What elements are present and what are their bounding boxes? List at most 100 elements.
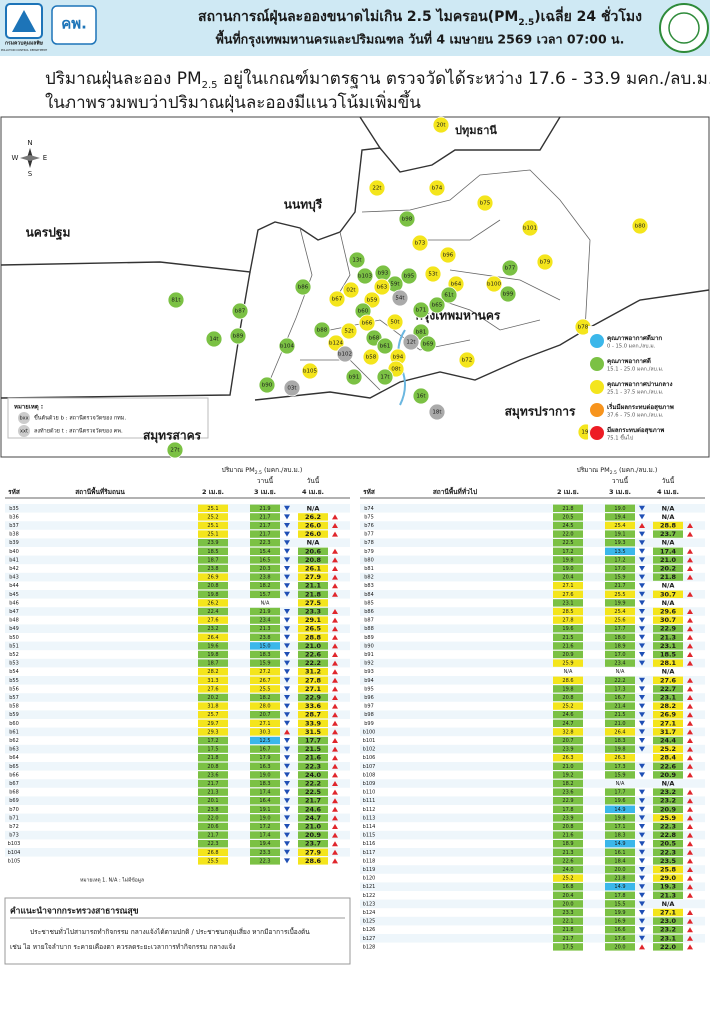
- value-text: 27.1: [259, 721, 270, 727]
- value-text: 31.3: [207, 678, 218, 684]
- value-cell: [553, 513, 583, 521]
- value-text: 33.9: [305, 719, 322, 727]
- value-cell: [553, 650, 583, 659]
- station-label: b89: [233, 334, 244, 340]
- trend-arrow: [284, 806, 290, 812]
- row-band: [360, 710, 705, 719]
- logo-shape: [12, 10, 36, 32]
- value-cell: [553, 659, 583, 667]
- value-cell: [653, 659, 683, 667]
- province-border: [359, 116, 381, 149]
- station-marker: [229, 327, 247, 345]
- value-text: 25.4: [614, 523, 625, 529]
- value-cell: [605, 805, 635, 813]
- value-cell: [605, 547, 635, 555]
- trend-arrow: [284, 729, 290, 735]
- value-cell: [250, 814, 280, 822]
- value-text: 22.2: [614, 678, 625, 684]
- value-cell: [605, 711, 635, 719]
- row-band: [360, 693, 705, 702]
- value-cell: [653, 625, 683, 633]
- row-band: [360, 572, 705, 582]
- trend-arrow: [639, 652, 645, 657]
- station-marker: [428, 403, 446, 421]
- value-cell: [250, 685, 280, 693]
- row-band: [360, 555, 705, 565]
- station-marker: [328, 290, 346, 308]
- station-code: b40: [9, 549, 19, 555]
- value-cell: [198, 642, 228, 650]
- trend-arrow: [284, 798, 290, 804]
- station-label: 18t: [432, 410, 442, 416]
- value-cell: [250, 573, 280, 581]
- value-cell: [553, 745, 583, 753]
- legend-range: 0 - 15.0 มคก./ลบ.ม.: [607, 344, 656, 350]
- station-code: b60: [9, 721, 19, 727]
- value-text: 30.3: [259, 729, 270, 735]
- value-text: 27.8: [305, 676, 322, 684]
- value-text: 23.0: [660, 917, 677, 925]
- station-code: b108: [363, 772, 376, 778]
- station-label: b68: [369, 336, 380, 342]
- station-code: b92: [364, 661, 374, 667]
- value-cell: [653, 547, 683, 555]
- value-text: 22.3: [259, 540, 270, 546]
- value-text: 25.7: [207, 712, 218, 718]
- legend-label: คุณภาพอากาศดี: [607, 357, 651, 365]
- station-code: b42: [9, 566, 19, 572]
- value-text: 19.8: [207, 592, 218, 598]
- value-cell: [605, 908, 635, 917]
- trend-arrow: [687, 772, 693, 778]
- title-subscript: 2.5: [518, 18, 534, 28]
- value-cell: [250, 762, 280, 770]
- value-text: N/A: [662, 900, 675, 908]
- station-code: b71: [9, 815, 19, 821]
- value-text: 30.7: [660, 616, 676, 624]
- value-text: 22.6: [562, 858, 573, 864]
- table-header: วันนี้: [662, 476, 675, 485]
- value-cell: [250, 616, 280, 624]
- value-text: 19.8: [614, 815, 625, 821]
- station-label: b74: [432, 186, 443, 192]
- value-text: 24.6: [562, 712, 573, 718]
- station-label: b105: [303, 369, 317, 375]
- summary-subscript: 2.5: [202, 80, 218, 91]
- value-text: 15.0: [259, 643, 270, 649]
- station-code: b101: [363, 738, 376, 744]
- trend-arrow: [639, 832, 645, 838]
- value-text: 19.2: [562, 772, 573, 778]
- value-text: 20.9: [562, 652, 573, 658]
- station-marker: [205, 330, 223, 348]
- value-cell: [553, 625, 583, 633]
- station-code: b44: [9, 583, 19, 589]
- table-header: รหัส: [363, 488, 375, 496]
- trend-arrow: [639, 884, 645, 890]
- trend-arrow: [332, 660, 338, 666]
- station-code: b88: [364, 626, 374, 632]
- value-cell: [198, 685, 228, 693]
- trend-arrow: [332, 832, 338, 838]
- trend-arrow: [687, 712, 693, 718]
- value-cell: [298, 779, 328, 788]
- trend-arrow: [332, 712, 338, 718]
- table-header: วานนี้: [257, 476, 274, 485]
- value-text: 19.9: [614, 600, 625, 606]
- value-cell: [553, 865, 583, 874]
- value-cell: [605, 926, 635, 934]
- value-cell: [553, 564, 583, 573]
- station-code: b37: [9, 523, 19, 529]
- trend-arrow: [332, 574, 338, 580]
- value-cell: [605, 900, 635, 908]
- value-cell: [605, 814, 635, 822]
- value-text: 19.9: [614, 910, 625, 916]
- value-cell: [250, 564, 280, 573]
- station-label: b93: [378, 271, 389, 277]
- trend-arrow: [332, 695, 338, 700]
- station-label: b79: [540, 260, 551, 266]
- trend-arrow: [284, 849, 290, 855]
- header-part: 2.5: [255, 470, 262, 476]
- value-text: 22.9: [305, 694, 322, 702]
- logo-text-en: POLLUTION CONTROL DEPARTMENT: [1, 48, 48, 52]
- station-marker: [432, 116, 450, 134]
- station-code: b55: [9, 678, 19, 684]
